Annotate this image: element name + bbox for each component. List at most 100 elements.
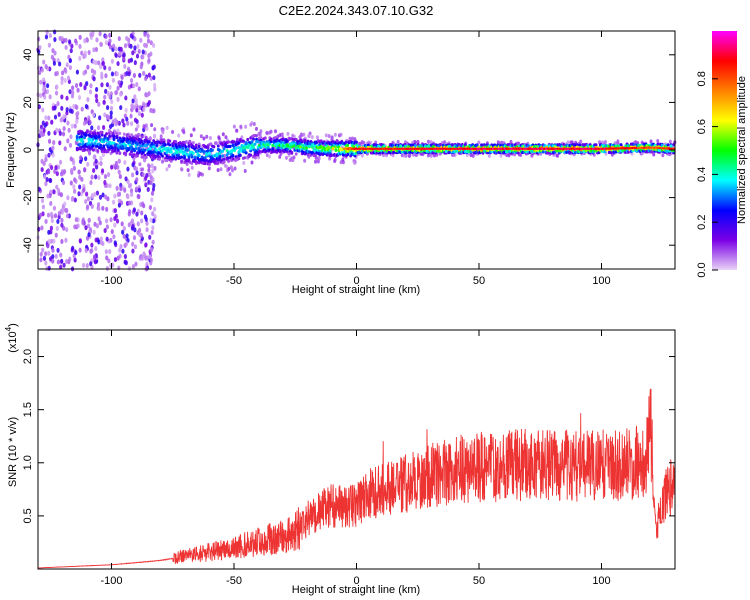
spectrogram-band-cell bbox=[155, 148, 158, 152]
spectrogram-noise-cell bbox=[120, 221, 124, 227]
spectrogram-band-cell bbox=[650, 150, 654, 154]
spectrogram-noise-cell bbox=[189, 133, 193, 138]
spectrogram-band-cell bbox=[252, 145, 256, 149]
spectrogram-noise-cell bbox=[135, 166, 139, 171]
spectrogram-noise-cell bbox=[228, 172, 232, 177]
spectrogram-band-cell bbox=[669, 144, 673, 148]
spectrogram-noise-cell bbox=[56, 101, 60, 107]
spectrogram-ridge-cell bbox=[623, 147, 626, 150]
spectrogram-band-cell bbox=[263, 136, 267, 140]
snr-ylabel: SNR (10 * v/v) bbox=[7, 417, 19, 487]
spectrogram-ridge-cell bbox=[448, 147, 452, 151]
spectrogram-ridge-cell bbox=[437, 147, 440, 151]
spectrogram-noise-cell bbox=[105, 82, 109, 88]
spectrogram-band-cell bbox=[169, 150, 173, 154]
spectrogram-noise-cell bbox=[66, 120, 70, 126]
spectrogram-noise-cell bbox=[133, 60, 137, 66]
spectrogram-noise-cell bbox=[81, 220, 85, 226]
spectrogram-noise-cell bbox=[78, 34, 82, 40]
spectrogram-noise-cell bbox=[224, 135, 228, 140]
spectrogram-noise-cell bbox=[131, 172, 135, 178]
spectrogram-noise-cell bbox=[122, 52, 126, 58]
spectrogram-noise-cell bbox=[124, 95, 128, 101]
spectrogram-band-cell bbox=[297, 149, 301, 153]
spectrogram-noise-cell bbox=[94, 46, 98, 52]
spectrogram-ridge-cell bbox=[356, 147, 360, 151]
spectrogram-noise-cell bbox=[110, 71, 115, 77]
spectrogram-noise-cell bbox=[68, 65, 73, 71]
spectrogram-noise-cell bbox=[182, 130, 186, 135]
spectrogram-noise-cell bbox=[147, 168, 151, 173]
spectrogram-band-cell bbox=[216, 144, 220, 148]
spectrogram-noise-cell bbox=[233, 166, 237, 171]
spectrogram-noise-cell bbox=[207, 166, 211, 171]
spectrogram-noise-cell bbox=[141, 54, 145, 60]
spectrogram-ridge-cell bbox=[474, 147, 477, 151]
spectrogram-noise-cell bbox=[186, 168, 190, 173]
spectrogram-noise-cell bbox=[41, 204, 46, 210]
spectrogram-noise-cell bbox=[102, 99, 106, 105]
spectrogram-band-cell bbox=[211, 148, 214, 152]
spectrogram-band-cell bbox=[144, 155, 148, 159]
spectrogram-noise-cell bbox=[146, 33, 150, 39]
spectrogram-noise-cell bbox=[123, 63, 127, 69]
spectrogram-noise-cell bbox=[92, 69, 97, 75]
spectrogram-ridge-cell bbox=[662, 147, 666, 150]
colorbar-tick-label: 0.0 bbox=[696, 262, 708, 277]
spectrogram-band-cell bbox=[136, 135, 139, 139]
spectrogram-noise-cell bbox=[487, 153, 491, 158]
spectrogram-noise-cell bbox=[137, 111, 142, 117]
spectrogram-noise-cell bbox=[136, 221, 140, 227]
spectrogram-band-cell bbox=[124, 144, 128, 148]
spectrogram-noise-cell bbox=[225, 164, 229, 169]
spectrogram-band-cell bbox=[208, 151, 211, 155]
spectrogram-ridge-cell bbox=[352, 147, 356, 151]
spectrogram-ridge-cell bbox=[650, 146, 654, 149]
spectrogram-noise-cell bbox=[114, 52, 118, 58]
spectrogram-noise-cell bbox=[110, 229, 114, 235]
spectrogram-ridge-cell bbox=[629, 146, 632, 150]
spectrogram-band-cell bbox=[183, 156, 186, 160]
spectrogram-noise-cell bbox=[115, 218, 120, 224]
spectrogram-noise-cell bbox=[165, 125, 169, 130]
spectrogram-band-cell bbox=[181, 146, 185, 150]
spectrogram-band-cell bbox=[96, 149, 100, 153]
spectrogram-band-cell bbox=[238, 137, 242, 142]
spectrogram-ridge-cell bbox=[370, 147, 373, 151]
spectrogram-band-cell bbox=[78, 146, 82, 150]
spectrogram-band-cell bbox=[666, 143, 670, 147]
spectrogram-noise-cell bbox=[138, 162, 142, 167]
spectrogram-noise-cell bbox=[333, 132, 337, 137]
spectrogram-band-cell bbox=[541, 150, 545, 154]
spectrogram-noise-cell bbox=[61, 70, 65, 76]
spectrogram-band-cell bbox=[215, 152, 219, 156]
spectrogram-noise-cell bbox=[122, 226, 127, 232]
spectrogram-noise-cell bbox=[134, 186, 139, 192]
spectrogram-band-cell bbox=[197, 153, 201, 157]
spectrogram-band-cell bbox=[213, 141, 217, 145]
spectrogram-noise-cell bbox=[114, 90, 118, 96]
spectrogram-noise-cell bbox=[63, 207, 68, 213]
spectrogram-ridge-cell bbox=[407, 147, 411, 151]
spectrogram-noise-cell bbox=[44, 157, 48, 163]
spectrogram-noise-cell bbox=[60, 76, 64, 82]
spectrogram-xtick-label: 100 bbox=[592, 275, 610, 287]
spectrogram-noise-cell bbox=[131, 264, 136, 270]
spectrogram-band-cell bbox=[165, 158, 169, 163]
spectrogram-ridge-cell bbox=[656, 146, 660, 150]
spectrogram-noise-cell bbox=[152, 64, 156, 70]
spectrogram-noise-cell bbox=[48, 33, 52, 39]
spectrogram-noise-cell bbox=[55, 70, 59, 76]
snr-series-line bbox=[37, 388, 676, 569]
spectrogram-noise-cell bbox=[350, 136, 354, 141]
spectrogram-noise-cell bbox=[47, 138, 52, 144]
spectrogram-band-cell bbox=[413, 144, 417, 148]
snr-panel: -100 -50 0 50 100 0.5 1.0 1.5 2.0 Height of stra… bbox=[4, 323, 676, 596]
spectrogram-band-cell bbox=[168, 139, 172, 143]
spectrogram-band-cell bbox=[100, 133, 104, 137]
spectrogram-noise-cell bbox=[123, 259, 127, 265]
spectrogram-ridge-cell bbox=[464, 147, 468, 151]
spectrogram-noise-cell bbox=[40, 198, 45, 204]
spectrogram-noise-cell bbox=[148, 172, 152, 178]
spectrogram-noise-cell bbox=[131, 224, 135, 230]
